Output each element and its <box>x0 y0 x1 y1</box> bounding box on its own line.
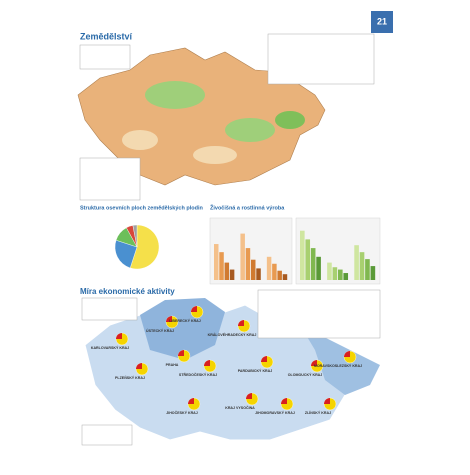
region-pie-slice <box>281 398 287 404</box>
bar <box>251 259 256 280</box>
region-label: JIHOČESKÝ KRAJ <box>166 410 198 415</box>
region-pie-slice <box>178 350 184 356</box>
section-title: Míra ekonomické aktivity <box>80 287 175 296</box>
region-pie-slice <box>311 360 317 366</box>
map-area <box>225 118 275 142</box>
region-labels: KARLOVARSKÝ KRAJ ÚSTECKÝ KRAJ LIBERECKÝ KR… <box>91 305 362 415</box>
bar <box>359 252 365 280</box>
bar <box>316 256 321 280</box>
bar <box>327 262 332 280</box>
map-legend <box>267 33 375 85</box>
bar <box>354 245 359 280</box>
bar <box>300 230 305 280</box>
region-pie-slice <box>204 360 210 366</box>
region-pie-slice <box>191 306 197 312</box>
bar <box>245 248 251 280</box>
region-pie-slice <box>238 320 244 326</box>
region-label: JIHOMORAVSKÝ KRAJ <box>255 410 295 415</box>
map-region <box>300 325 380 395</box>
bar <box>370 266 376 280</box>
bar <box>277 270 282 280</box>
region-label: KRÁLOVÉHRADECKÝ KRAJ <box>208 332 257 337</box>
region-label: KARLOVARSKÝ KRAJ <box>91 345 129 350</box>
region-pie-slice <box>246 393 252 399</box>
bar <box>219 252 224 280</box>
map-region <box>140 298 225 360</box>
bar <box>332 267 338 280</box>
bar-charts <box>214 230 376 280</box>
section-title: Zemědělství <box>80 31 133 41</box>
chart-title: Živočišná a rostlinná výroba <box>210 203 285 211</box>
bar <box>272 263 277 280</box>
map-area <box>193 146 237 164</box>
region-label: PRAHA <box>166 363 179 367</box>
bar <box>229 269 235 280</box>
bar <box>266 256 272 280</box>
bar <box>365 259 370 280</box>
map-legend <box>81 424 133 446</box>
region-label: ZLÍNSKÝ KRAJ <box>305 410 331 415</box>
region-label: PLZEŇSKÝ KRAJ <box>115 375 145 380</box>
region-label: LIBERECKÝ KRAJ <box>169 318 201 323</box>
map-legend <box>81 297 138 321</box>
bar <box>282 274 288 280</box>
bar <box>338 269 343 280</box>
map-area <box>122 130 158 150</box>
bar <box>305 239 311 280</box>
region-pie-slice <box>166 316 172 322</box>
map-legend <box>79 44 131 70</box>
region-label: STŘEDOČESKÝ KRAJ <box>179 372 217 377</box>
pie-slice <box>114 239 138 269</box>
chart-title: Struktura osevních ploch zemědělských pl… <box>80 205 204 211</box>
bar <box>240 233 245 280</box>
page-number: 21 <box>377 16 387 26</box>
bar <box>214 244 219 280</box>
pie-slice <box>129 224 160 270</box>
region-pie-slice <box>324 398 330 404</box>
crop-pie <box>114 224 160 270</box>
region-label: OLOMOUCKÝ KRAJ <box>288 372 323 377</box>
region-label: MORAVSKOSLEZSKÝ KRAJ <box>314 363 362 368</box>
map-area <box>145 81 205 109</box>
bar <box>310 248 316 280</box>
bar <box>256 268 261 280</box>
region-pie-slice <box>116 333 122 339</box>
region-label: PARDUBICKÝ KRAJ <box>238 368 272 373</box>
map-area <box>275 111 305 129</box>
region-label: KRAJ VYSOČINA <box>225 405 255 410</box>
map-legend <box>79 157 141 201</box>
pie-slice <box>132 224 138 248</box>
page-number-box <box>371 11 393 33</box>
region-pie-slice <box>136 363 142 369</box>
region-pie-slice <box>261 356 267 362</box>
bar <box>224 262 230 280</box>
bar <box>343 273 349 280</box>
region-pie-slice <box>344 351 350 357</box>
region-pie-slice <box>188 398 194 404</box>
region-label: ÚSTECKÝ KRAJ <box>146 328 174 333</box>
map-legend <box>257 289 381 339</box>
